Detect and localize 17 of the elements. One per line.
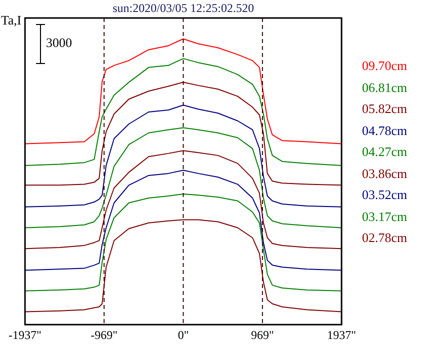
- x-tick-label: 0": [178, 328, 189, 342]
- chart-title: sun:2020/03/05 12:25:02.520: [112, 1, 254, 16]
- text: 09.70cm: [362, 57, 408, 75]
- x-tick-label: 969": [251, 328, 274, 342]
- x-tick-label: -1937": [8, 328, 42, 342]
- text: 03.17cm: [362, 208, 408, 226]
- text: 05.82cm: [362, 100, 408, 118]
- text: 04.78cm: [362, 122, 408, 140]
- text: 02.78cm: [362, 229, 408, 247]
- text: 03.52cm: [362, 186, 408, 204]
- x-tick-label: 1937": [327, 328, 356, 342]
- text: 06.81cm: [362, 78, 408, 96]
- text: 03.86cm: [362, 164, 408, 182]
- y-axis-title: Ta,I: [1, 12, 22, 28]
- x-tick-label: -969": [90, 328, 118, 342]
- text: 04.27cm: [362, 143, 408, 161]
- annotation: 3000: [46, 35, 72, 51]
